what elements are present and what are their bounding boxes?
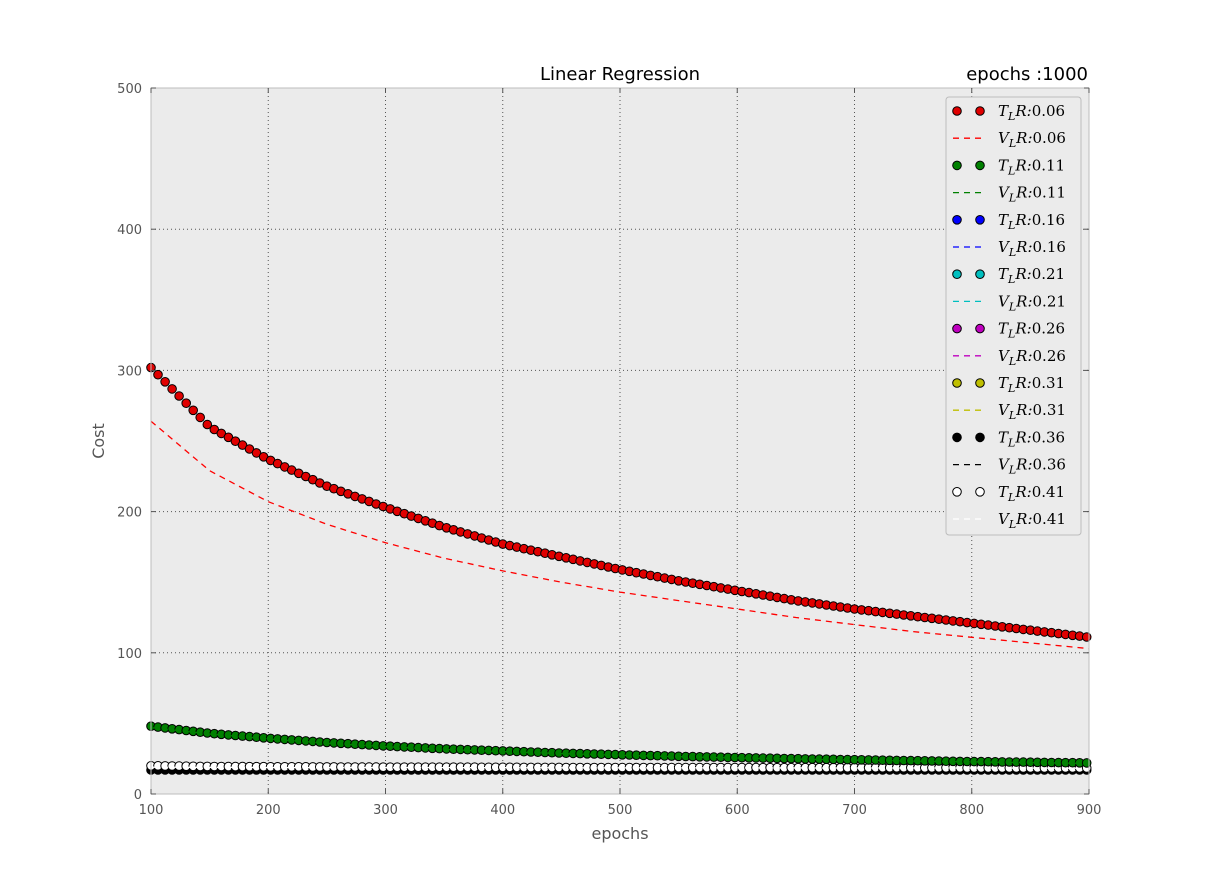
legend-label: TLR:0.36 (998, 428, 1065, 449)
legend-marker (952, 106, 962, 116)
legend-marker (975, 215, 985, 225)
legend-marker (975, 378, 985, 388)
legend-label: VLR:0.11 (998, 184, 1066, 205)
legend-label: VLR:0.06 (998, 129, 1066, 150)
data-point (174, 391, 184, 401)
y-tick-label: 100 (117, 647, 142, 662)
x-axis-label: epochs (591, 824, 648, 843)
y-tick-label: 400 (117, 223, 142, 238)
legend-marker (975, 106, 985, 116)
legend-marker (952, 269, 962, 280)
x-tick-label: 900 (1077, 803, 1102, 818)
data-point (251, 448, 262, 458)
data-point (167, 384, 177, 394)
legend-marker (975, 323, 985, 334)
data-point (202, 419, 213, 430)
legend-label: VLR:0.21 (998, 292, 1066, 313)
legend-label: VLR:0.36 (998, 456, 1066, 477)
legend-label: TLR:0.11 (998, 156, 1065, 177)
data-point (1081, 632, 1092, 642)
data-point (160, 377, 170, 387)
x-tick-label: 200 (256, 803, 281, 818)
series-line (150, 766, 1090, 769)
x-tick-label: 300 (373, 803, 398, 818)
legend-marker (975, 432, 985, 443)
legend-marker (975, 160, 985, 171)
x-tick-label: 100 (139, 803, 164, 818)
series-line (150, 420, 1090, 650)
ticks: 100 200 300 400 500 600 700 800 9000100200300400… (117, 82, 1101, 818)
x-tick-label: 600 (725, 803, 750, 818)
y-tick-label: 300 (117, 364, 142, 379)
legend-marker (952, 215, 962, 225)
x-tick-label: 700 (842, 803, 867, 818)
x-tick-label: 500 (608, 803, 633, 818)
legend-label: VLR:0.31 (998, 401, 1066, 422)
x-tick-label: 800 (959, 803, 984, 818)
legend-marker (952, 432, 962, 443)
y-tick-label: 0 (134, 788, 142, 803)
data-point (153, 369, 163, 380)
y-tick-label: 500 (117, 82, 142, 97)
legend-label: VLR:0.16 (998, 238, 1066, 259)
data-point (216, 428, 227, 439)
legend: TLR:0.06 VLR:0.06 TLR:0.11 VLR:0.11 TLR:0.16… (945, 96, 1082, 536)
legend-label: TLR:0.06 (998, 102, 1065, 123)
legend-label: TLR:0.26 (998, 320, 1065, 341)
legend-marker (952, 160, 962, 171)
data-point (230, 436, 241, 447)
series-line (150, 726, 1090, 765)
legend-box (945, 96, 1082, 536)
legend-label: TLR:0.16 (998, 211, 1065, 232)
data-point (195, 412, 205, 423)
y-axis-label: Cost (89, 423, 108, 459)
legend-marker (975, 269, 985, 280)
series-layer (146, 362, 1092, 775)
legend-label: VLR:0.26 (998, 347, 1066, 368)
legend-marker (952, 487, 962, 497)
legend-marker (952, 378, 962, 388)
legend-label: TLR:0.21 (998, 265, 1065, 286)
y-tick-label: 200 (117, 506, 142, 521)
legend-label: VLR:0.41 (998, 510, 1066, 531)
chart-subtitle: epochs :1000 (966, 64, 1088, 85)
legend-label: TLR:0.31 (998, 374, 1065, 395)
chart-title: Linear Regression (540, 64, 700, 85)
x-tick-label: 400 (490, 803, 515, 818)
legend-marker (975, 487, 985, 497)
data-point (188, 405, 198, 416)
data-point (181, 398, 191, 409)
legend-label: TLR:0.41 (998, 483, 1065, 504)
legend-marker (952, 323, 962, 334)
